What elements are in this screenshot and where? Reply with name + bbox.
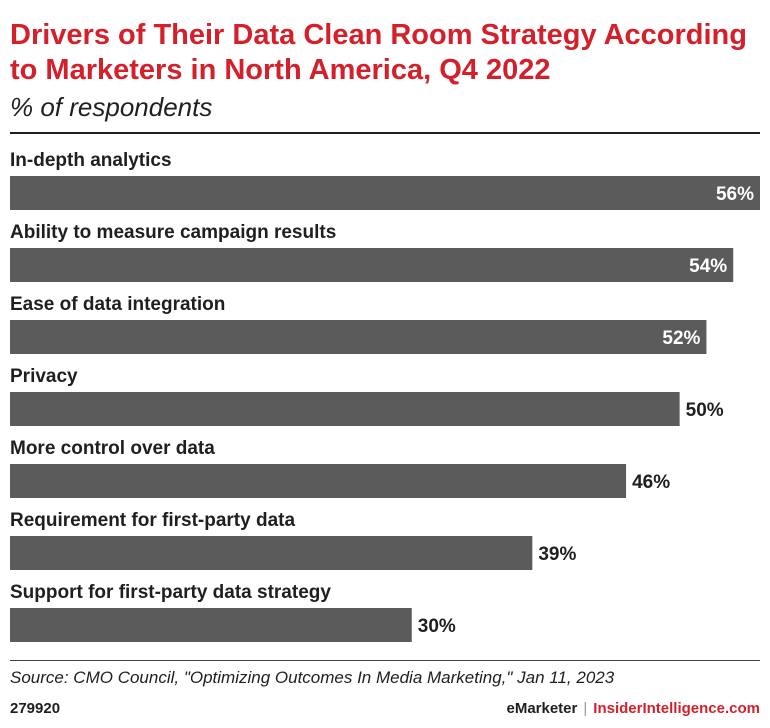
category-label: More control over data xyxy=(10,438,215,459)
chart-id: 279920 xyxy=(10,700,61,717)
category-label: In-depth analytics xyxy=(10,150,172,171)
category-label: Requirement for first-party data xyxy=(10,510,295,531)
chart-subtitle: % of respondents xyxy=(10,92,213,122)
value-label: 46% xyxy=(632,472,670,493)
emarketer-brand: eMarketer xyxy=(506,700,578,717)
category-label: Privacy xyxy=(10,366,78,387)
category-label: Support for first-party data strategy xyxy=(10,582,331,603)
brand-separator: | xyxy=(583,700,588,717)
value-label: 52% xyxy=(662,328,700,349)
bar-chart: In-depth analytics 56% Ability to measure … xyxy=(10,150,760,642)
bar xyxy=(10,248,734,282)
bar xyxy=(10,536,533,570)
top-divider xyxy=(10,132,760,134)
value-label: 56% xyxy=(716,184,754,205)
bar xyxy=(10,176,760,210)
brand-footer: eMarketer | InsiderIntelligence.com xyxy=(506,700,760,717)
category-label: Ease of data integration xyxy=(10,294,225,315)
value-label: 39% xyxy=(538,544,576,565)
source-note: Source: CMO Council, "Optimizing Outcome… xyxy=(10,668,615,687)
bar xyxy=(10,320,707,354)
chart-title: Drivers of Their Data Clean Room Strateg… xyxy=(10,19,747,86)
value-label: 50% xyxy=(686,400,724,421)
value-label: 30% xyxy=(418,616,456,637)
bar xyxy=(10,608,412,642)
insider-intelligence-link[interactable]: InsiderIntelligence.com xyxy=(593,700,760,717)
bar xyxy=(10,464,627,498)
category-label: Ability to measure campaign results xyxy=(10,222,336,243)
bottom-divider xyxy=(10,660,760,661)
bar xyxy=(10,392,680,426)
value-label: 54% xyxy=(689,256,727,277)
